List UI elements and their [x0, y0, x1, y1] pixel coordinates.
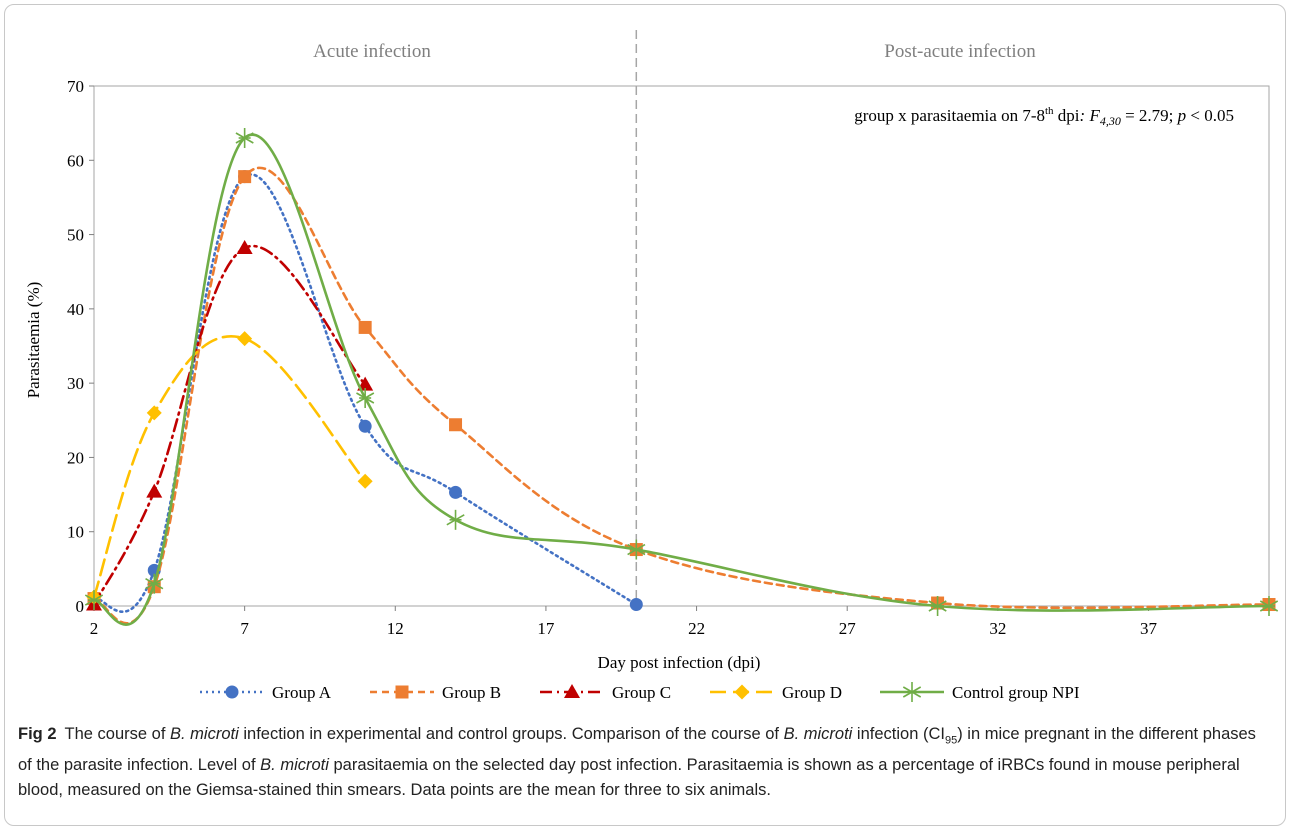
- x-tick-label: 2: [90, 619, 99, 638]
- data-point-control-group-npi: [235, 128, 254, 148]
- data-point-group-a: [358, 419, 372, 433]
- data-point-group-a: [629, 598, 643, 612]
- legend-label: Control group NPI: [952, 683, 1080, 702]
- data-point-group-c: [357, 376, 374, 391]
- legend-marker: [564, 684, 580, 698]
- legend-label: Group C: [612, 683, 671, 702]
- legend-item-group-c: Group C: [540, 683, 671, 702]
- figure-frame: [4, 4, 1286, 826]
- data-point-group-d: [237, 331, 253, 347]
- x-tick-label: 12: [387, 619, 404, 638]
- phase-label-post-acute: Post-acute infection: [884, 41, 1036, 62]
- data-point-control-group-npi: [84, 590, 104, 611]
- y-tick-label: 30: [67, 374, 84, 393]
- x-tick-label: 32: [989, 619, 1006, 638]
- figure-caption: Fig 2 The course of B. microti infection …: [18, 725, 1256, 800]
- data-point-control-group-npi: [145, 573, 164, 594]
- series-line-group-d: [92, 335, 367, 599]
- data-point-group-d: [357, 473, 373, 489]
- plot-area-border: [93, 85, 1270, 607]
- data-point-group-c: [146, 483, 163, 498]
- legend-marker: [395, 685, 409, 699]
- data-point-group-a: [449, 485, 463, 499]
- legend-item-group-d: Group D: [710, 683, 842, 702]
- y-tick-label: 40: [67, 300, 84, 319]
- y-tick-label: 50: [67, 226, 84, 245]
- data-point-group-b: [449, 418, 463, 432]
- legend-marker: [902, 682, 922, 702]
- x-tick-label: 27: [839, 619, 857, 638]
- x-tick-label: 17: [537, 619, 555, 638]
- data-point-group-d: [146, 405, 162, 421]
- legend: Group A Group B Group C Group D Control grou…: [200, 682, 1080, 702]
- y-tick-label: 10: [67, 523, 84, 542]
- y-tick-label: 20: [67, 448, 84, 467]
- x-axis-label: Day post infection (dpi): [598, 653, 761, 672]
- legend-marker: [225, 685, 239, 699]
- legend-label: Group B: [442, 683, 501, 702]
- data-point-group-b: [238, 170, 252, 184]
- legend-item-group-a: Group A: [200, 683, 332, 702]
- y-tick-label: 70: [67, 77, 84, 96]
- legend-label: Group D: [782, 683, 842, 702]
- y-tick-label: 0: [76, 597, 85, 616]
- legend-marker: [734, 684, 750, 700]
- data-point-control-group-npi: [446, 509, 465, 530]
- caption-label: Fig 2: [18, 725, 57, 743]
- stat-annotation: group x parasitaemia on 7-8th dpi: F4,30…: [854, 105, 1234, 128]
- data-point-control-group-npi: [1259, 596, 1279, 616]
- series-line-group-b: [92, 166, 1271, 625]
- x-tick-label: 22: [688, 619, 705, 638]
- legend-label: Group A: [272, 683, 332, 702]
- phase-label-acute: Acute infection: [313, 41, 431, 62]
- data-point-control-group-npi: [928, 596, 947, 616]
- data-point-group-b: [358, 320, 372, 334]
- legend-item-control-group-npi: Control group NPI: [880, 682, 1080, 702]
- y-axis-label: Parasitaemia (%): [24, 282, 43, 399]
- data-point-control-group-npi: [356, 388, 375, 408]
- legend-item-group-b: Group B: [370, 683, 501, 702]
- x-tick-label: 7: [240, 619, 249, 638]
- series-line-control-group-npi: [92, 133, 1271, 626]
- data-point-control-group-npi: [627, 539, 646, 560]
- x-tick-label: 37: [1140, 619, 1158, 638]
- data-point-group-c: [236, 239, 253, 254]
- series-line-group-c: [92, 244, 367, 606]
- y-tick-label: 60: [67, 151, 84, 170]
